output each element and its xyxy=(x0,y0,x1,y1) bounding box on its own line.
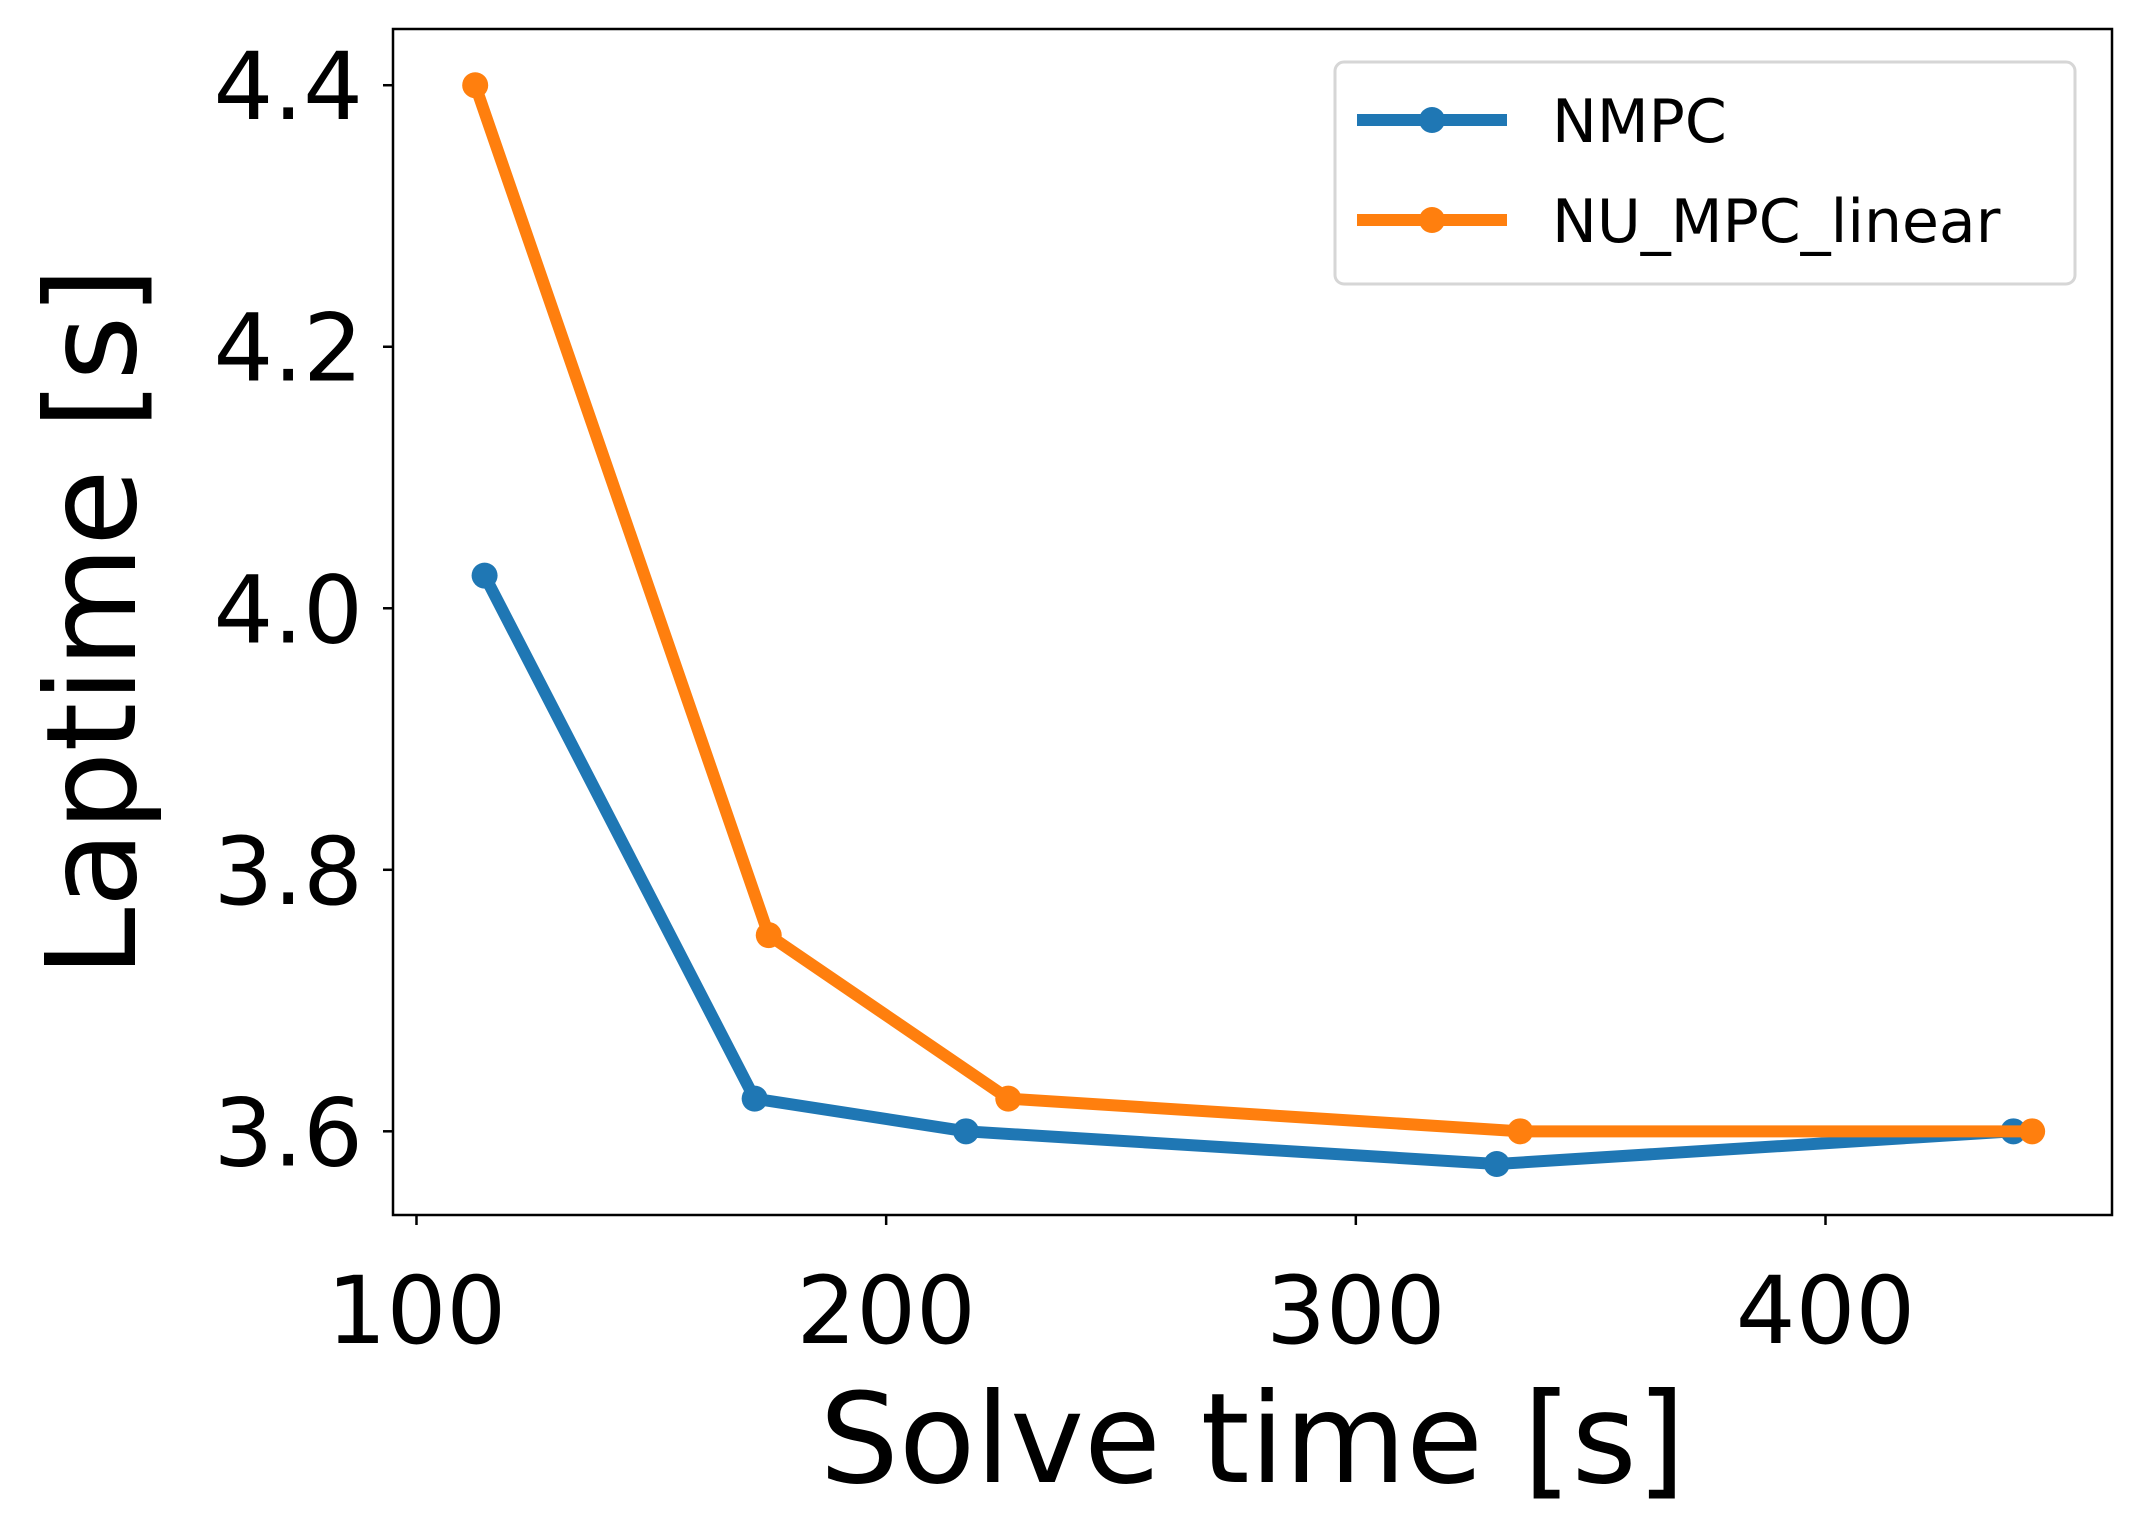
legend-box xyxy=(1333,60,2077,286)
x-tick-label: 400 xyxy=(1736,1257,1915,1366)
y-axis: 3.6 3.8 4.0 4.2 4.4 xyxy=(214,33,393,1188)
data-point xyxy=(1483,1151,1510,1178)
legend-item: NU_MPC_linear xyxy=(1357,187,2001,257)
y-tick-label: 4.2 xyxy=(214,295,364,404)
plot-frame xyxy=(391,27,2114,1217)
legend: NMPC NU_MPC_linear xyxy=(1333,60,2077,286)
y-tick-label: 4.0 xyxy=(214,556,364,665)
y-axis-title: Laptime [s] xyxy=(20,267,165,977)
series-2 xyxy=(462,72,2046,1145)
x-axis-title: Solve time [s] xyxy=(820,1367,1686,1512)
data-point xyxy=(2019,1118,2046,1145)
series-1 xyxy=(471,562,2027,1178)
y-tick-label: 3.8 xyxy=(214,818,364,927)
x-tick-label: 100 xyxy=(327,1257,506,1366)
legend-item: NMPC xyxy=(1357,87,1727,157)
data-point xyxy=(462,72,489,99)
data-point xyxy=(995,1085,1022,1112)
x-tick-label: 200 xyxy=(796,1257,975,1366)
data-point xyxy=(1507,1118,1534,1145)
y-tick-label: 4.4 xyxy=(214,33,364,142)
legend-label: NMPC xyxy=(1552,87,1727,157)
data-point xyxy=(953,1118,979,1145)
legend-marker xyxy=(1419,207,1445,233)
data-point xyxy=(755,922,782,949)
x-axis: 100 200 300 400 xyxy=(327,1215,1915,1366)
x-tick-label: 300 xyxy=(1266,1257,1445,1366)
data-point xyxy=(741,1085,768,1112)
y-tick-label: 3.6 xyxy=(214,1079,364,1188)
series-layer xyxy=(462,72,2046,1178)
legend-marker xyxy=(1419,107,1445,133)
legend-label: NU_MPC_linear xyxy=(1552,187,2001,257)
data-point xyxy=(471,562,498,589)
